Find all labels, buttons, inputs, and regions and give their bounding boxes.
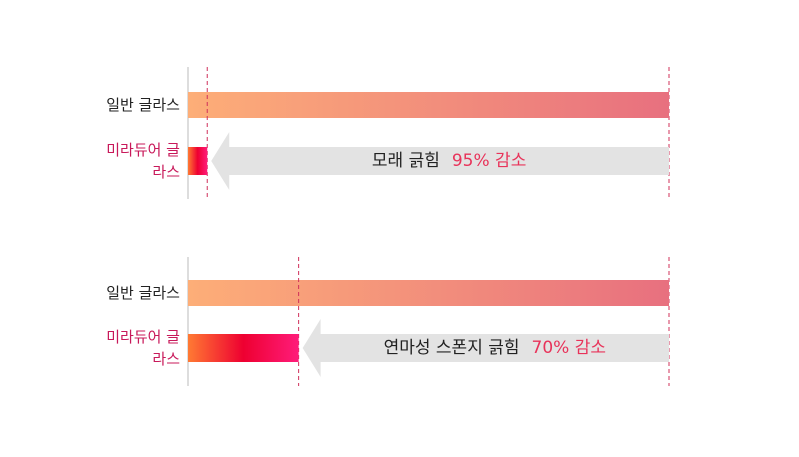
- bar: [188, 92, 669, 118]
- category-label: 미라듀어 글라스: [106, 328, 180, 368]
- bar: [188, 334, 299, 362]
- reduction-arrow: [211, 132, 670, 190]
- annotation-text: 모래 긁힘: [372, 151, 440, 171]
- bar: [188, 280, 669, 306]
- annotation-text: 연마성 스폰지 긁힘: [384, 338, 520, 358]
- category-label: 일반 글라스: [106, 96, 180, 114]
- annotation: 모래 긁힘 95% 감소: [372, 151, 526, 171]
- annotation-highlight: 70% 감소: [532, 338, 606, 358]
- bar: [188, 147, 208, 175]
- annotation: 연마성 스폰지 긁힘 70% 감소: [384, 338, 606, 358]
- category-label: 일반 글라스: [106, 284, 180, 302]
- category-label: 미라듀어 글라스: [106, 141, 180, 181]
- annotation-highlight: 95% 감소: [452, 151, 526, 171]
- reduction-arrow: [302, 319, 669, 377]
